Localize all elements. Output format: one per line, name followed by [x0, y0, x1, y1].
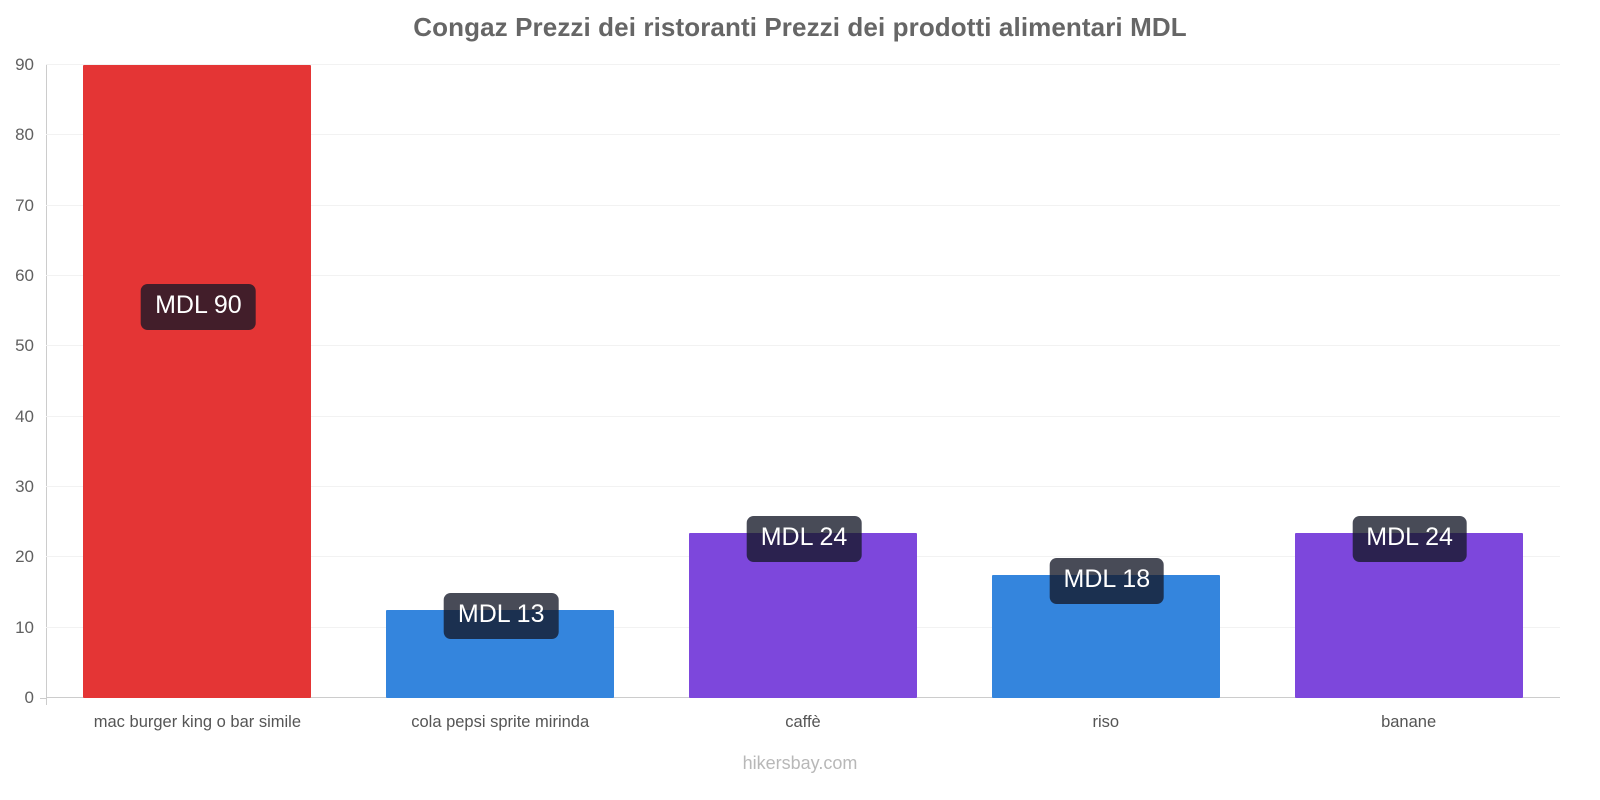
y-axis-tick-label: 10 [15, 617, 34, 637]
plot-area: MDL 90 MDL 13 MDL 24 MDL 18 MDL 24 [46, 64, 1560, 698]
bar-value-label: MDL 24 [1352, 515, 1467, 562]
bar-value-label: MDL 13 [443, 593, 559, 640]
y-axis-zero-tick [40, 698, 47, 699]
y-axis-tick-label: 90 [15, 55, 34, 74]
y-axis-tick-label: 50 [15, 336, 34, 356]
watermark-text: hikersbay.com [742, 753, 858, 773]
bar-value-label: MDL 18 [1049, 557, 1165, 604]
gridline [46, 345, 1560, 347]
bar-value-label: MDL 24 [746, 515, 862, 562]
bar[interactable] [83, 65, 312, 698]
bar-value-label: MDL 90 [141, 284, 256, 330]
gridline [46, 415, 1560, 417]
y-axis-tick-label: 30 [15, 477, 34, 496]
y-axis-tick-label: 60 [15, 266, 34, 285]
y-axis-tick-label: 20 [15, 547, 34, 567]
y-axis-tick-label: 70 [15, 195, 34, 215]
x-axis-tick-label: riso [1092, 713, 1120, 731]
gridline [46, 275, 1560, 276]
x-axis-tick-label: cola pepsi sprite mirinda [411, 713, 590, 731]
gridline [46, 64, 1560, 65]
x-axis-tick-label: banane [1381, 713, 1437, 731]
chart-title: Congaz Prezzi dei ristoranti Prezzi dei … [413, 12, 1187, 42]
y-axis-tick-label: 80 [15, 125, 34, 145]
y-axis-line [46, 65, 47, 705]
y-axis-tick-label: 0 [24, 688, 34, 707]
x-axis-tick-label: mac burger king o bar simile [93, 713, 302, 731]
gridline [46, 204, 1560, 206]
gridline [46, 134, 1560, 136]
y-axis-tick-label: 40 [15, 406, 34, 426]
x-axis-tick-label: caffè [785, 713, 821, 731]
gridline [46, 486, 1560, 487]
